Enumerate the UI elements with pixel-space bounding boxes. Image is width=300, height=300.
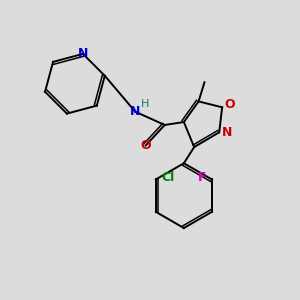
Text: O: O: [140, 139, 151, 152]
Text: N: N: [222, 126, 233, 139]
Text: F: F: [198, 171, 207, 184]
Text: O: O: [224, 98, 235, 111]
Text: N: N: [78, 47, 88, 60]
Text: N: N: [130, 105, 140, 118]
Text: Cl: Cl: [162, 171, 175, 184]
Text: H: H: [140, 99, 149, 110]
